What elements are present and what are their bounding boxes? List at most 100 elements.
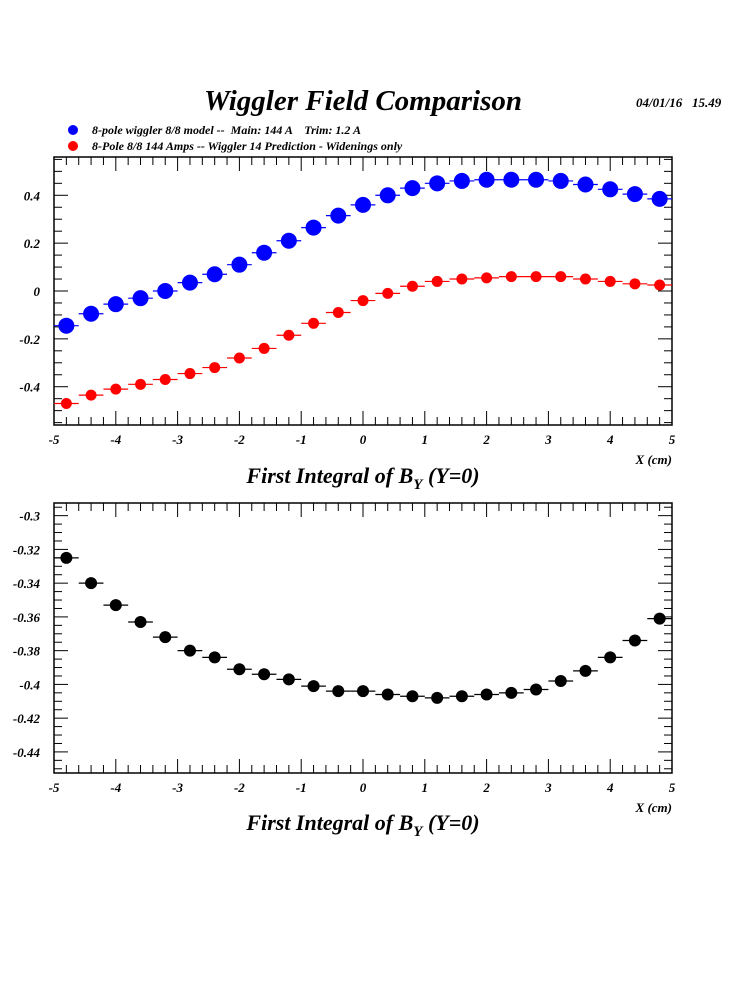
data-point — [505, 271, 517, 283]
data-point — [332, 307, 344, 319]
y-tick-label: -0.32 — [13, 542, 41, 557]
data-point — [431, 275, 443, 287]
x-tick-label: 4 — [606, 432, 614, 447]
data-point — [455, 690, 468, 703]
data-point — [60, 397, 72, 409]
data-point — [530, 271, 542, 283]
x-tick-label: -2 — [234, 780, 245, 795]
data-point — [280, 232, 297, 249]
data-point — [552, 172, 569, 189]
x-tick-label: -3 — [172, 780, 183, 795]
data-point — [579, 664, 592, 677]
data-point — [308, 317, 320, 329]
data-point — [555, 271, 567, 283]
legend-marker-red — [68, 141, 78, 151]
datestamp: 04/01/16 15.49 — [636, 95, 722, 110]
data-point — [159, 374, 171, 386]
y-tick-label: -0.42 — [13, 711, 41, 726]
plot-2: -5 -4 -3 -2 -1 0 1 2 3 4 5 -0.44 -0.42 -0.4 -0.38 -0.36… — [13, 502, 676, 840]
chart-title: Wiggler Field Comparison — [204, 85, 522, 117]
data-point — [258, 668, 271, 681]
data-point — [183, 644, 196, 657]
data-point — [157, 283, 174, 299]
y-tick-label: -0.36 — [13, 610, 41, 625]
data-point — [332, 685, 345, 698]
data-point — [355, 196, 371, 213]
plot-caption: First Integral of BY (Y=0) — [245, 463, 479, 493]
data-point — [628, 634, 641, 647]
data-point — [233, 663, 246, 676]
data-point — [83, 305, 100, 322]
data-point — [233, 352, 245, 364]
x-axis-label: X (cm) — [635, 452, 672, 467]
data-point — [505, 686, 518, 699]
data-point — [256, 244, 273, 261]
data-point — [481, 272, 493, 284]
data-point — [503, 171, 520, 188]
data-point — [60, 551, 73, 564]
series-2 — [54, 271, 672, 409]
x-tick-label: -1 — [296, 432, 307, 447]
data-point — [429, 175, 446, 192]
caption-main: First Integral of B — [245, 463, 413, 488]
data-point — [626, 186, 643, 203]
y-tick-label: -0.2 — [19, 332, 40, 347]
data-point — [554, 675, 567, 688]
x-tick-label: -5 — [49, 432, 60, 447]
x-tick-label: -4 — [110, 432, 121, 447]
caption-tail: (Y=0) — [422, 810, 479, 835]
y-tick-label: -0.38 — [13, 644, 41, 659]
data-point — [604, 651, 617, 664]
x-tick-label: -3 — [172, 432, 183, 447]
data-point — [406, 280, 418, 292]
data-point — [480, 688, 493, 701]
series-1 — [54, 171, 672, 334]
x-tick-label: 2 — [482, 780, 490, 795]
y-tick-label: 0 — [34, 284, 41, 299]
data-point — [381, 688, 394, 701]
x-tick-label: 2 — [482, 432, 490, 447]
legend-label-blue: 8-pole wiggler 8/8 model -- Main: 144 A … — [92, 123, 361, 137]
x-tick-label: 3 — [544, 432, 552, 447]
x-tick-label: 4 — [606, 780, 614, 795]
data-point — [305, 219, 322, 236]
x-tick-label: -1 — [296, 780, 307, 795]
x-tick-label: 1 — [422, 780, 429, 795]
data-point — [307, 680, 320, 693]
data-point — [209, 362, 221, 374]
data-point — [478, 171, 495, 188]
caption-main: First Integral of B — [245, 810, 413, 835]
data-point — [282, 673, 295, 686]
data-point — [134, 615, 147, 628]
data-point — [184, 368, 196, 380]
data-point — [629, 278, 641, 290]
data-point — [107, 296, 124, 313]
data-point — [231, 256, 248, 273]
data-point — [530, 683, 543, 696]
x-tick-label: -2 — [234, 432, 245, 447]
data-point — [379, 187, 396, 204]
data-point — [653, 612, 666, 625]
x-tick-label: -4 — [110, 780, 121, 795]
data-point — [132, 290, 149, 307]
data-point — [431, 691, 444, 704]
data-point — [406, 690, 419, 703]
series-1 — [54, 551, 672, 704]
data-point — [654, 279, 666, 291]
data-point — [283, 329, 295, 341]
data-point — [651, 190, 668, 207]
data-point — [579, 273, 591, 285]
data-point — [159, 631, 172, 644]
legend-marker-blue — [68, 125, 78, 135]
caption-subscript: Y — [413, 824, 424, 840]
data-point — [109, 599, 122, 612]
data-point — [258, 342, 270, 354]
data-point — [528, 171, 545, 188]
x-tick-label: 5 — [669, 432, 676, 447]
data-point — [58, 317, 75, 334]
x-tick-label: 0 — [360, 780, 367, 795]
data-point — [85, 389, 97, 401]
data-point — [404, 180, 421, 197]
data-point — [453, 172, 470, 189]
x-tick-label: 3 — [544, 780, 552, 795]
